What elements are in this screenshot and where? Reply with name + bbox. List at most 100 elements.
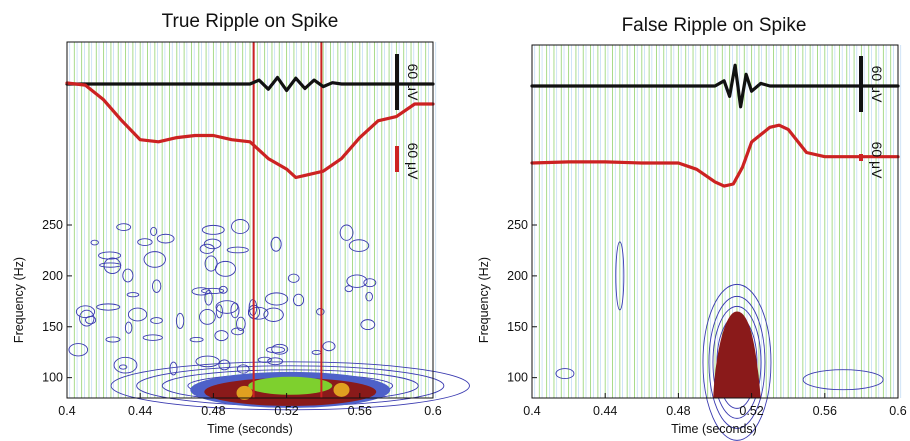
filtered-ripple-trace bbox=[530, 63, 900, 109]
x-tick-label: 0.56 bbox=[348, 404, 372, 418]
contour bbox=[137, 238, 153, 246]
scale-bars: 60 μV 60 μV bbox=[859, 56, 885, 180]
contour bbox=[68, 343, 89, 357]
spectrogram bbox=[555, 241, 884, 441]
contour bbox=[271, 343, 289, 355]
chart-title: True Ripple on Spike bbox=[162, 11, 339, 32]
x-tick-label: 0.4 bbox=[523, 404, 540, 418]
contour bbox=[127, 307, 148, 322]
contour bbox=[339, 224, 354, 241]
x-tick-label: 0.52 bbox=[274, 404, 298, 418]
contour bbox=[311, 349, 322, 355]
contour bbox=[85, 315, 97, 325]
contour bbox=[203, 238, 222, 250]
scale-label-red: 60 μV bbox=[869, 142, 885, 180]
x-tick-label: 0.52 bbox=[739, 404, 763, 418]
contour bbox=[99, 262, 122, 268]
traces bbox=[65, 75, 435, 180]
contour bbox=[215, 304, 223, 319]
contour bbox=[346, 274, 368, 288]
contour bbox=[143, 251, 166, 268]
contour bbox=[142, 334, 163, 341]
contour bbox=[113, 356, 138, 374]
contour bbox=[292, 293, 305, 307]
contour bbox=[96, 303, 121, 311]
contour bbox=[265, 292, 289, 306]
x-axis-label: Time (seconds) bbox=[671, 422, 757, 436]
x-ticks: 0.4 0.44 0.48 0.52 0.56 0.6 bbox=[58, 393, 442, 418]
contour bbox=[151, 279, 162, 293]
spectrogram-blob bbox=[248, 376, 333, 395]
x-tick-label: 0.6 bbox=[424, 404, 441, 418]
contour bbox=[802, 369, 884, 391]
contour bbox=[344, 285, 354, 293]
contour bbox=[322, 341, 336, 352]
y-tick-label: 250 bbox=[507, 218, 528, 232]
contour bbox=[555, 368, 575, 380]
contour bbox=[287, 273, 300, 283]
contour bbox=[116, 223, 132, 231]
traces bbox=[530, 63, 900, 188]
contour bbox=[98, 251, 122, 260]
contour bbox=[122, 268, 134, 283]
y-tick-label: 100 bbox=[42, 371, 63, 385]
contour bbox=[231, 219, 250, 234]
x-tick-label: 0.4 bbox=[58, 404, 75, 418]
contour bbox=[126, 292, 140, 298]
contour bbox=[201, 287, 225, 294]
contour bbox=[75, 305, 96, 319]
x-tick-label: 0.6 bbox=[889, 404, 906, 418]
y-tick-label: 150 bbox=[42, 320, 63, 334]
contour bbox=[702, 283, 772, 441]
contour bbox=[218, 359, 231, 371]
y-ticks: 100 150 200 250 bbox=[42, 218, 72, 385]
contour bbox=[236, 364, 250, 374]
y-axis-label: Frequency (Hz) bbox=[477, 257, 491, 343]
spectrogram-blob bbox=[713, 311, 761, 398]
raw-lfp-trace bbox=[65, 81, 435, 180]
contour bbox=[365, 291, 373, 302]
panel-true-ripple: True Ripple on Spike 60 μV 60 μV 0.4 0.44… bbox=[12, 11, 470, 436]
plot-frame bbox=[66, 41, 434, 399]
contour bbox=[360, 319, 376, 331]
contour bbox=[195, 355, 220, 368]
contour bbox=[712, 305, 762, 419]
x-tick-label: 0.44 bbox=[128, 404, 152, 418]
y-tick-label: 100 bbox=[507, 371, 528, 385]
contour bbox=[615, 241, 625, 311]
contour bbox=[218, 285, 228, 294]
contour bbox=[257, 356, 272, 363]
contour bbox=[204, 290, 213, 306]
contour bbox=[191, 287, 211, 296]
scale-label-black: 60 μV bbox=[869, 66, 885, 104]
gridlines bbox=[66, 42, 437, 398]
panel-false-ripple: False Ripple on Spike 60 μV 60 μV 0.4 0.4… bbox=[477, 15, 907, 441]
contour bbox=[708, 295, 766, 429]
y-tick-label: 150 bbox=[507, 320, 528, 334]
contour bbox=[363, 278, 377, 288]
contour bbox=[175, 312, 185, 329]
gridlines bbox=[531, 45, 902, 398]
contour bbox=[201, 224, 225, 235]
spectrogram-blob bbox=[236, 385, 253, 400]
y-axis-label: Frequency (Hz) bbox=[12, 257, 26, 343]
plot-frame bbox=[531, 44, 899, 399]
contour bbox=[103, 257, 122, 274]
event-markers bbox=[252, 42, 323, 398]
x-tick-label: 0.48 bbox=[201, 404, 225, 418]
contour bbox=[215, 300, 239, 314]
spectrogram bbox=[68, 219, 470, 411]
contour bbox=[118, 364, 128, 370]
contour bbox=[199, 309, 216, 325]
contour bbox=[348, 239, 370, 252]
y-tick-label: 200 bbox=[507, 269, 528, 283]
contour bbox=[150, 226, 158, 237]
contour bbox=[263, 307, 284, 322]
contour bbox=[214, 260, 237, 277]
scale-label-black: 60 μV bbox=[405, 64, 421, 102]
spectrogram-blob bbox=[333, 382, 350, 397]
contour bbox=[226, 246, 249, 254]
contour bbox=[150, 317, 163, 324]
chart-title: False Ripple on Spike bbox=[622, 15, 807, 36]
